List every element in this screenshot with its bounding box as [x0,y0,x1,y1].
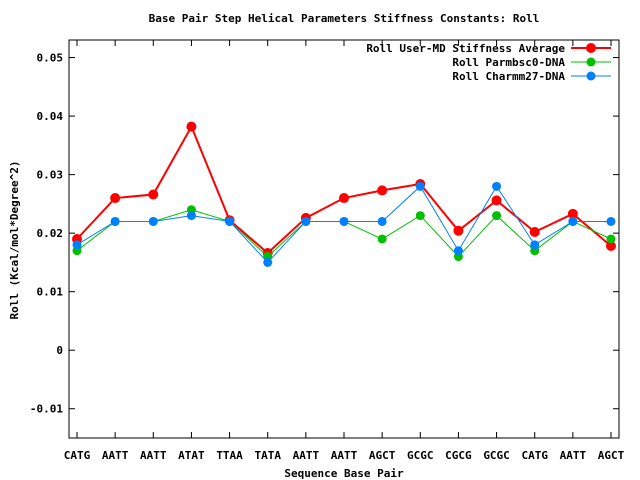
y-tick-label: 0.04 [37,110,64,123]
legend-label: Roll User-MD Stiffness Average [366,42,565,55]
plot-area-frame [68,39,620,439]
chart-title: Base Pair Step Helical Parameters Stiffn… [149,12,540,25]
data-point [148,216,158,226]
y-tick-label: 0.05 [37,52,64,65]
data-point [377,216,387,226]
data-point [492,181,502,191]
data-point [377,234,387,244]
data-point [110,216,120,226]
series-3 [72,181,616,267]
data-point [453,246,463,256]
data-point [339,193,349,204]
data-point [225,216,235,226]
data-point [339,216,349,226]
data-point [263,257,273,267]
y-tick-label: 0.01 [37,286,64,299]
x-tick-label: CGCG [445,449,472,462]
x-tick-label: AGCT [369,449,396,462]
x-tick-label: CATG [521,449,548,462]
y-tick-label: 0.02 [37,227,64,240]
x-tick-label: GCGC [483,449,510,462]
data-point [301,216,311,226]
y-axis-label: Roll (Kcal/mol*Degree^2) [8,161,21,320]
data-point [148,189,159,200]
y-tick-label: -0.01 [30,403,63,416]
legend-label: Roll Charmm27-DNA [452,70,565,83]
y-tick-label: 0 [56,344,63,357]
data-point [186,211,196,221]
x-tick-label: ATAT [178,449,205,462]
legend-swatch-marker [586,71,596,81]
x-tick-label: AATT [140,449,167,462]
series-1 [72,121,616,259]
data-point [530,240,540,250]
data-point [377,185,388,196]
x-tick-label: AATT [102,449,129,462]
data-point [529,226,540,237]
x-axis-label: Sequence Base Pair [284,467,404,480]
data-point [415,211,425,221]
data-point [453,225,464,236]
x-tick-label: AGCT [598,449,625,462]
data-point [606,241,616,252]
data-point [492,211,502,221]
data-point [72,240,82,250]
legend-label: Roll Parmbsc0-DNA [452,56,565,69]
x-tick-label: AATT [331,449,358,462]
x-tick-label: TATA [254,449,281,462]
y-tick-label: 0.03 [37,169,64,182]
data-point [606,216,616,226]
x-tick-label: TTAA [216,449,243,462]
legend-swatch-marker [586,57,596,67]
x-tick-label: GCGC [407,449,434,462]
data-point [415,181,425,191]
y-axis-ticks: 0.05 0.04 0.03 0.02 0.01 0 -0.01 [30,52,619,416]
data-point [186,121,197,132]
data-point [491,195,502,206]
data-point [567,208,578,219]
x-axis-ticks: CATG AATT AATT ATAT TTAA TATA AATT AATT AGCT GCGC… [64,40,625,462]
data-point [110,193,121,204]
series-layer [72,121,616,267]
x-tick-label: AATT [560,449,587,462]
data-point [568,216,578,226]
x-tick-label: CATG [64,449,91,462]
legend-swatch-marker [586,43,596,53]
data-point [606,234,616,244]
x-tick-label: AATT [293,449,320,462]
